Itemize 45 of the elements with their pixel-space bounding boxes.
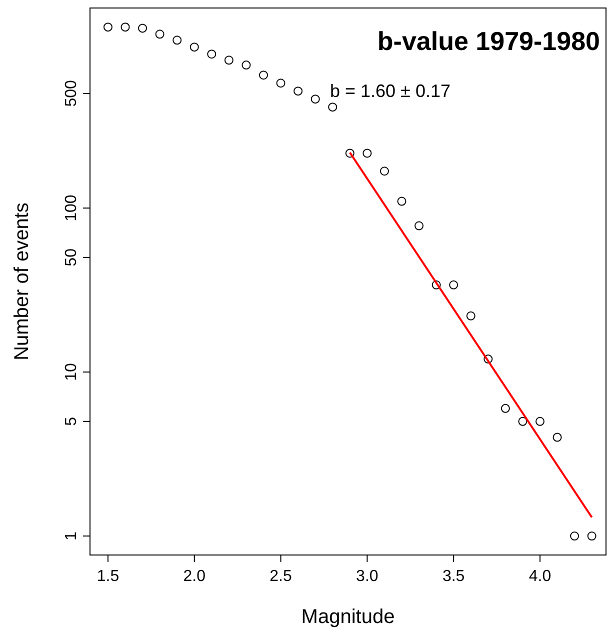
point: [500, 404, 510, 413]
point: [484, 354, 493, 364]
point: [535, 416, 544, 426]
y-tick-label: 1: [63, 531, 80, 540]
point: [259, 70, 268, 80]
point: [224, 56, 234, 65]
point: [587, 532, 596, 541]
point: [328, 102, 338, 112]
point: [570, 532, 580, 541]
x-tick-label: 2.0: [183, 568, 206, 585]
point: [397, 196, 406, 206]
point: [466, 311, 476, 320]
point: [103, 22, 112, 32]
point: [414, 221, 424, 230]
point: [294, 86, 303, 96]
point: [362, 148, 372, 158]
point: [518, 416, 528, 426]
point: [138, 24, 148, 33]
text: b-value 1979-1980: [377, 26, 600, 56]
point: [310, 94, 320, 104]
y-tick-label: 10: [63, 363, 80, 381]
x-tick-label: 3.0: [356, 568, 378, 585]
point: [380, 166, 389, 176]
point: [120, 22, 130, 32]
point: [432, 280, 441, 290]
y-tick-label: 100: [63, 194, 80, 222]
point: [345, 148, 354, 158]
annotation: b = 1.60 ± 0.17: [330, 81, 450, 101]
x-axis-title: Magnitude: [301, 606, 395, 628]
x-tick-label: 3.5: [442, 568, 465, 585]
y-axis-title: Number of events: [11, 202, 33, 360]
x-tick-label: 2.5: [270, 568, 292, 585]
y-tick-label: 5: [63, 416, 80, 426]
point: [242, 60, 251, 70]
point: [190, 42, 199, 52]
point: [552, 432, 562, 442]
point: [207, 50, 216, 59]
y-tick-label: 50: [63, 248, 80, 266]
point: [449, 280, 458, 290]
x-tick-label: 4.0: [528, 568, 552, 585]
y-tick-label: 500: [63, 80, 80, 107]
point: [172, 36, 182, 45]
x-tick-label: 1.5: [96, 568, 120, 585]
point: [276, 78, 286, 88]
point: [155, 30, 164, 39]
